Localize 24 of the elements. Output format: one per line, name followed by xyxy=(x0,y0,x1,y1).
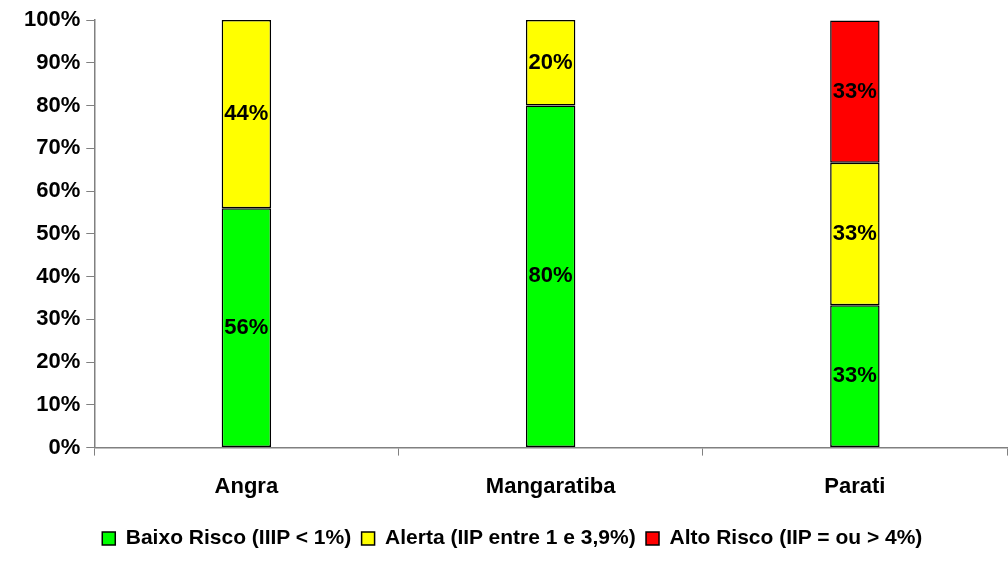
x-tick-label: Parati xyxy=(824,472,886,498)
y-tick-label: 30% xyxy=(36,305,81,331)
data-label: 44% xyxy=(224,100,269,126)
x-tick-label: Mangaratiba xyxy=(485,472,617,498)
x-tick-label: Angra xyxy=(214,472,279,498)
y-tick-label: 70% xyxy=(36,134,81,160)
y-tick-label: 40% xyxy=(36,262,81,288)
y-tick-label: 80% xyxy=(36,91,81,117)
legend-label: Alto Risco (IIP = ou > 4%) xyxy=(669,525,923,549)
y-tick-label: 60% xyxy=(36,177,81,203)
data-label: 56% xyxy=(224,313,269,339)
data-label: 80% xyxy=(528,262,573,288)
y-tick-label: 10% xyxy=(36,390,81,416)
legend-label: Baixo Risco (IIIP < 1%) xyxy=(125,525,352,549)
legend-label: Alerta (IIP entre 1 e 3,9%) xyxy=(385,525,636,549)
y-tick-label: 90% xyxy=(36,48,81,74)
data-label: 33% xyxy=(832,77,877,103)
y-tick-label: 20% xyxy=(36,348,81,374)
data-label: 20% xyxy=(528,48,573,74)
data-label: 33% xyxy=(832,362,877,388)
data-label: 33% xyxy=(832,220,877,246)
y-tick-label: 100% xyxy=(23,6,81,32)
y-tick-label: 50% xyxy=(36,219,81,245)
y-tick-label: 0% xyxy=(48,433,81,459)
